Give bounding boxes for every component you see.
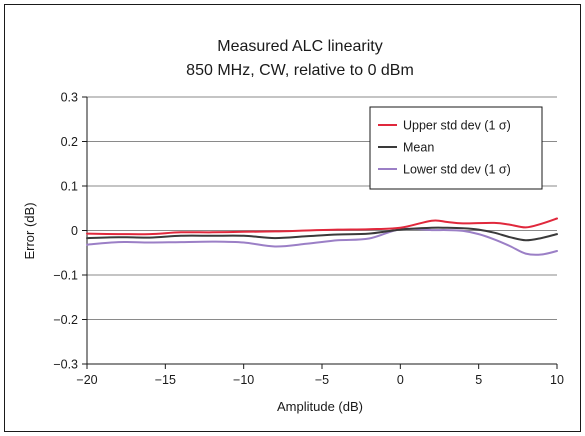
legend-entry-lower-label: Lower std dev (1 σ)	[403, 163, 511, 177]
y-tick-label: 0	[71, 224, 78, 238]
y-axis-label: Error (dB)	[22, 202, 37, 259]
x-tick-label: 5	[475, 373, 482, 387]
y-tick-label: −0.2	[53, 313, 78, 327]
chart-subtitle: 850 MHz, CW, relative to 0 dBm	[186, 62, 414, 79]
tick-labels: 0.3 0.2 0.1 0 −0.1 −0.2 −0.3−20 −15 −10 −5 0 5 10	[53, 91, 564, 388]
series-lines	[86, 217, 558, 256]
gridlines	[87, 96, 557, 320]
y-tick-label: −0.1	[53, 269, 78, 283]
x-tick-label: −15	[155, 373, 176, 387]
upper-std-dev-line	[86, 217, 558, 236]
x-tick-label: 0	[397, 373, 404, 387]
chart-frame: Measured ALC linearity 850 MHz, CW, rela…	[4, 4, 581, 432]
axes	[82, 96, 558, 369]
legend-entry-upper-label: Upper std dev (1 σ)	[403, 119, 511, 133]
x-axis-label: Amplitude (dB)	[277, 399, 363, 414]
x-tick-label: −10	[233, 373, 254, 387]
legend: Upper std dev (1 σ) Mean Lower std dev (1 …	[369, 106, 543, 190]
y-tick-label: 0.1	[61, 180, 78, 194]
x-tick-label: −5	[315, 373, 329, 387]
y-tick-label: 0.3	[61, 91, 78, 105]
chart-title: Measured ALC linearity	[217, 38, 382, 55]
x-tick-label: −20	[76, 373, 97, 387]
lower-std-dev-line	[86, 227, 558, 256]
mean-line	[86, 226, 558, 242]
legend-entry-mean-label: Mean	[403, 141, 434, 155]
legend-box	[369, 106, 543, 190]
x-tick-label: 10	[550, 373, 564, 387]
y-tick-label: 0.2	[61, 135, 78, 149]
line-chart: Measured ALC linearity 850 MHz, CW, rela…	[22, 38, 564, 414]
y-tick-label: −0.3	[53, 358, 78, 372]
